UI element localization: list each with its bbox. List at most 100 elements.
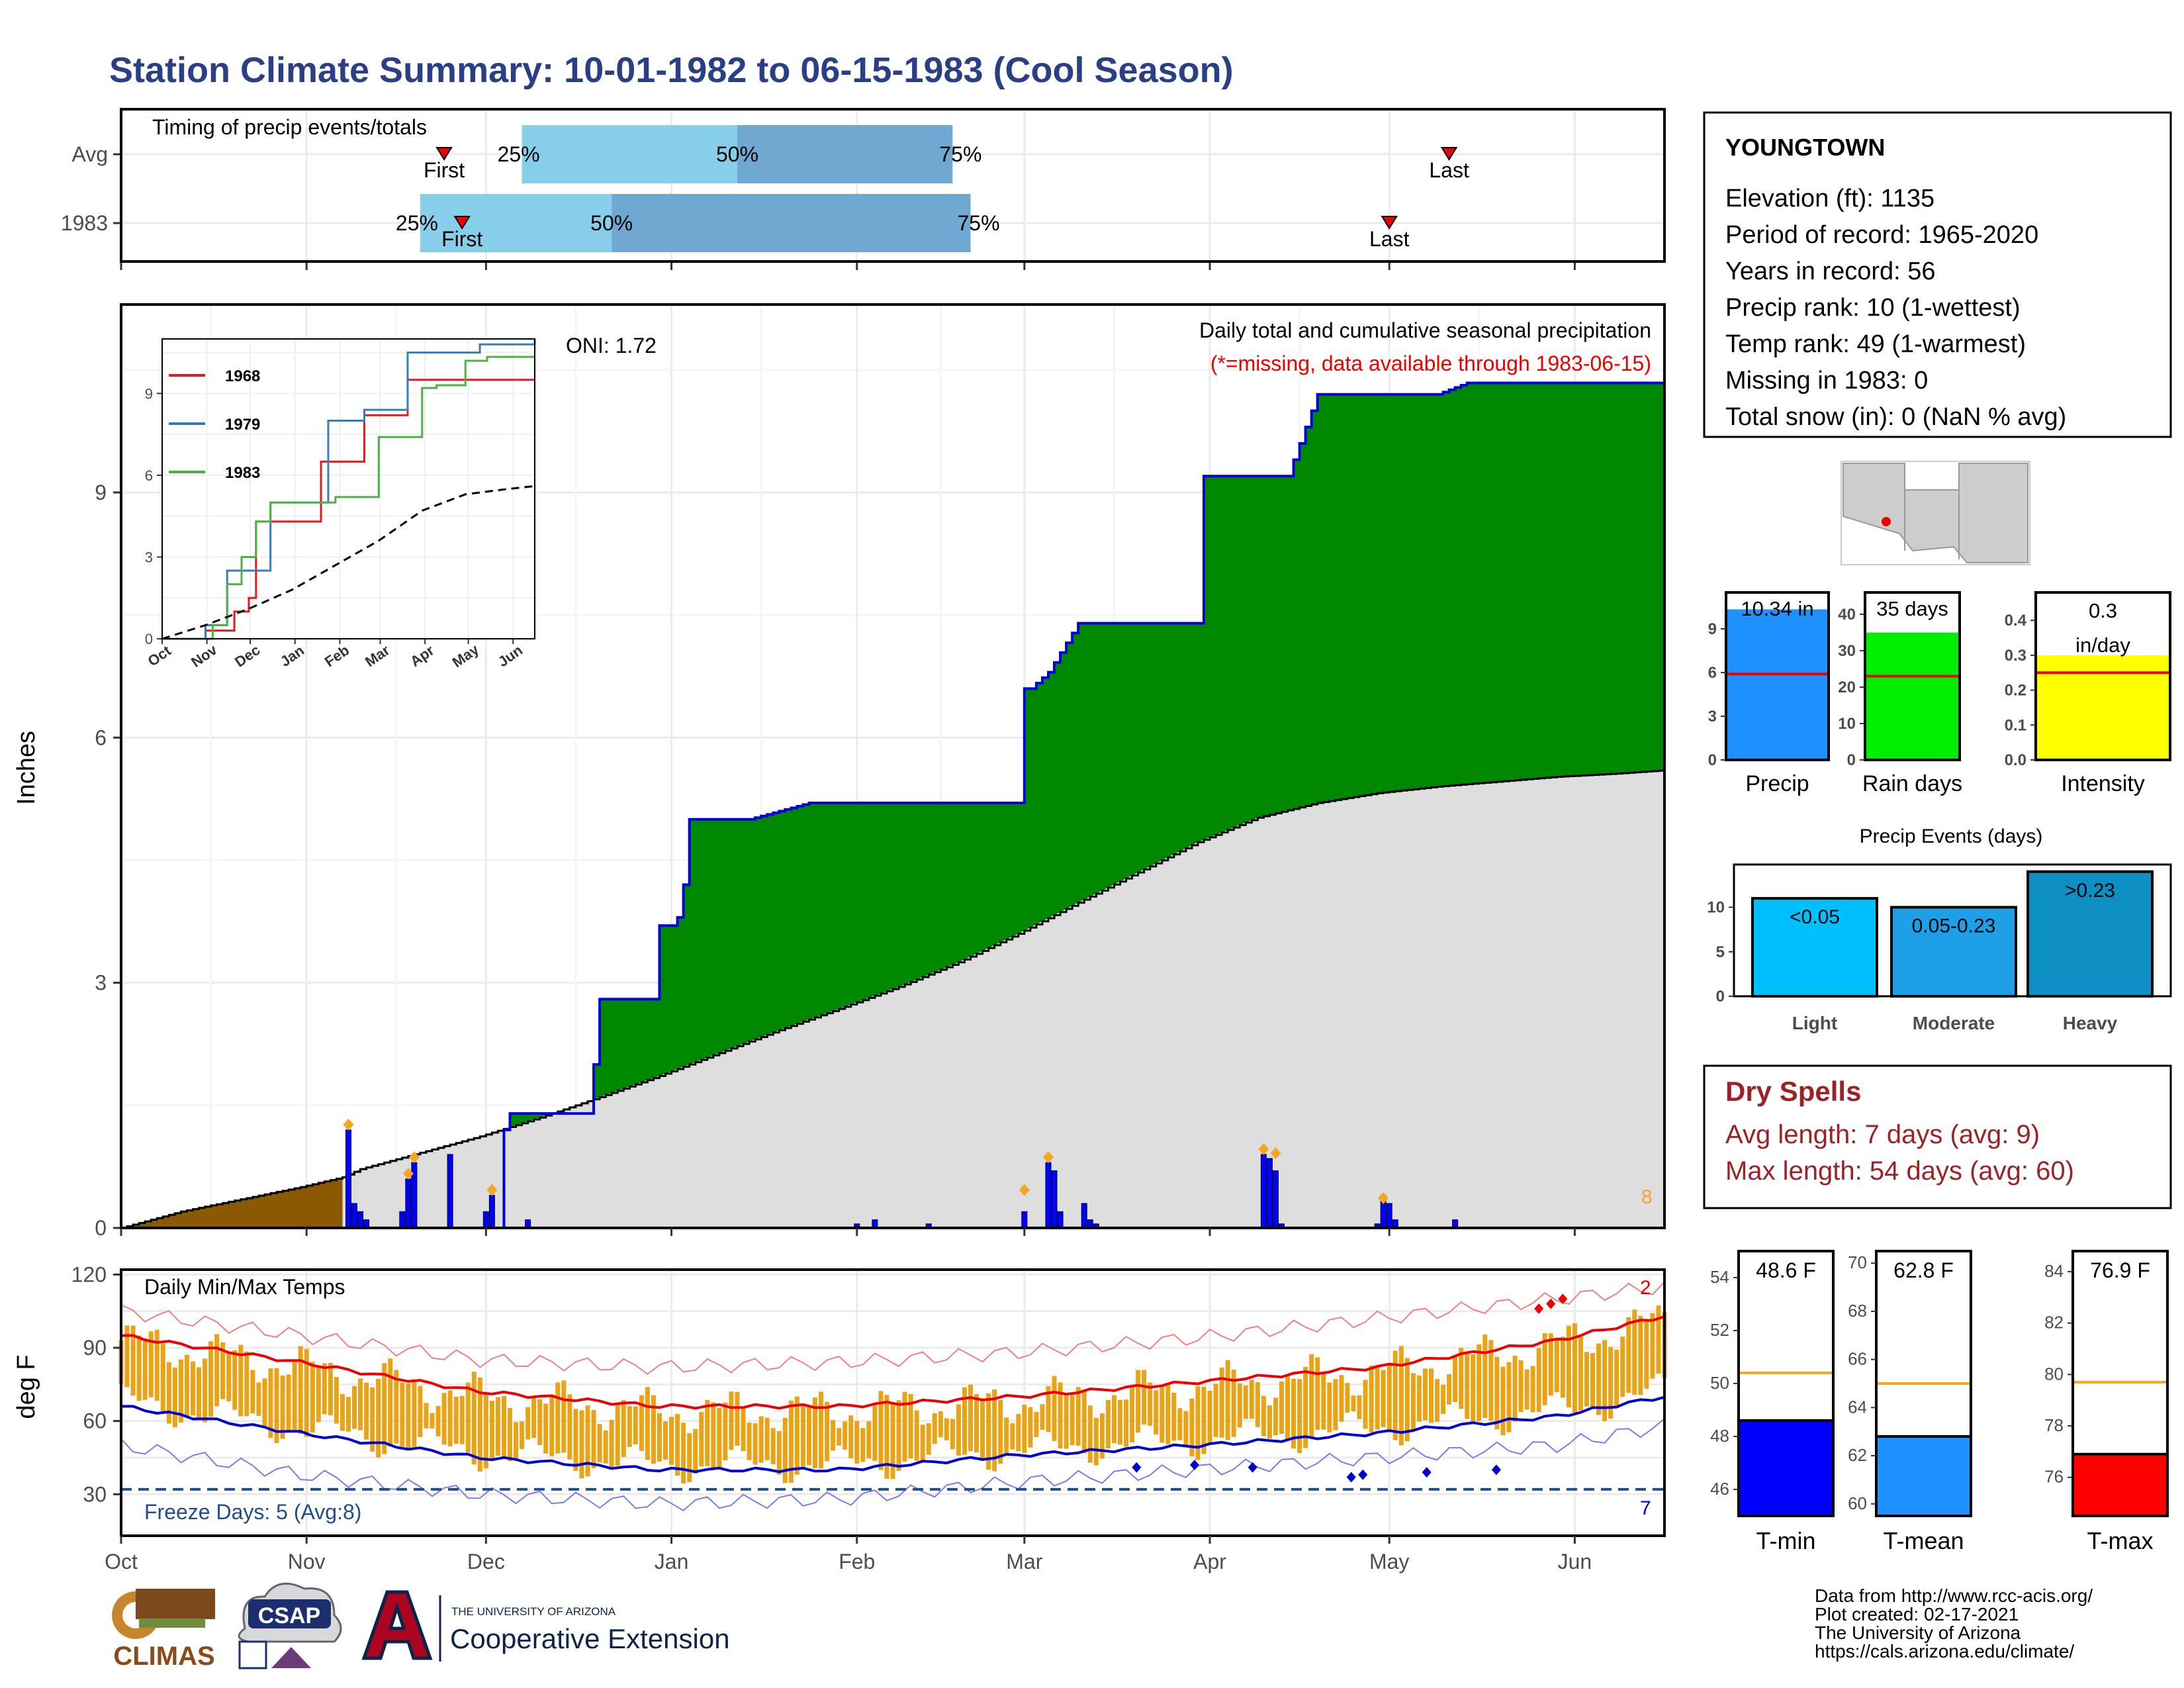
events-ytick-label: 10 (1707, 899, 1725, 917)
daily-temp-bar (238, 1344, 244, 1417)
daily-temp-bar (1453, 1355, 1458, 1403)
daily-temp-bar (687, 1433, 692, 1482)
summary-ytick-label: 0.0 (2005, 751, 2026, 769)
freeze-days-label: Freeze Days: 5 (Avg:8) (144, 1500, 361, 1524)
daily-temp-bar (591, 1410, 596, 1469)
month-label: Jun (1558, 1550, 1592, 1573)
timing-panel: Avg 25% 50% 75% First Last 1983 25% 50% 75% First L… (61, 108, 1666, 270)
daily-precip-marker (408, 1151, 420, 1164)
daily-temp-bar (345, 1397, 351, 1432)
timing-frame (120, 108, 1666, 263)
daily-temp-bar (1255, 1382, 1260, 1427)
daily-temp-bar (1069, 1393, 1075, 1446)
csap-logo: CSAP (238, 1582, 342, 1669)
temp-box-ytick-label: 50 (1710, 1373, 1729, 1393)
record-low-marker (1132, 1462, 1142, 1473)
daily-precip-bar (357, 1211, 364, 1229)
event-bar-label: >0.23 (2065, 880, 2115, 902)
temp-box-name: T-mean (1883, 1527, 1964, 1554)
daily-precip-bar (488, 1195, 495, 1229)
temp-box-ytick-label: 76 (2044, 1467, 2064, 1487)
inset-frame (161, 338, 535, 639)
timing-row-label: 1983 (61, 211, 108, 235)
event-bar-Moderate (1890, 906, 2017, 998)
temp-box-ytick-label: 54 (1710, 1267, 1729, 1287)
daily-precip-bar (1260, 1154, 1267, 1229)
summary-ytick-label: 0.4 (2005, 612, 2027, 630)
temp-count-top: 2 (1640, 1277, 1651, 1299)
daily-temp-bar (1315, 1357, 1320, 1430)
temp-ytick-label: 90 (83, 1336, 107, 1360)
daily-temp-bar (1034, 1411, 1039, 1437)
inset-bg (162, 339, 535, 639)
daily-temp-bar (1494, 1356, 1500, 1430)
temp-box-bar-T-max (2071, 1452, 2169, 1518)
daily-temp-bar (274, 1368, 279, 1443)
station-location-dot (1882, 517, 1891, 526)
timing-last-marker (1381, 216, 1398, 230)
daily-temp-bar (1022, 1405, 1027, 1453)
daily-precip-bar (1021, 1211, 1028, 1229)
temp-box-name: T-max (2087, 1527, 2153, 1554)
daily-temp-bar (1572, 1323, 1577, 1413)
credit-line-3: The University of Arizona (1815, 1622, 2021, 1643)
precip-surplus-area (121, 383, 1664, 1229)
timing-first-label: First (424, 158, 465, 182)
daily-temp-bar (741, 1407, 746, 1452)
station-info-line: Period of record: 1965-2020 (1725, 221, 2038, 249)
daily-temp-bar (1261, 1395, 1266, 1436)
daily-temp-bar (561, 1380, 567, 1453)
daily-temp-bar (585, 1405, 590, 1477)
inset-ytick-label: 9 (145, 385, 153, 402)
daily-temp-bar (1040, 1404, 1045, 1430)
daily-temp-bar (1183, 1411, 1189, 1447)
record-high-marker (1546, 1298, 1556, 1309)
daily-temp-bar (1392, 1350, 1398, 1440)
daily-temp-bar (705, 1399, 710, 1466)
daily-temp-bar (316, 1368, 321, 1423)
summary-bar-Precip (1727, 609, 1827, 760)
daily-temp-bar (1297, 1379, 1302, 1454)
month-label: Dec (467, 1550, 505, 1573)
daily-temp-bar (1477, 1344, 1482, 1421)
daily-temp-bar (854, 1421, 860, 1464)
daily-temp-bar (226, 1352, 232, 1401)
daily-precip-bar (1266, 1158, 1273, 1229)
daily-temp-bar (304, 1348, 309, 1437)
timing-bar-25-50 (420, 194, 612, 252)
daily-temp-bar (729, 1391, 734, 1450)
daily-temp-bar (1548, 1333, 1553, 1396)
daily-temp-bar (1518, 1360, 1524, 1413)
daily-temp-bar (184, 1354, 189, 1417)
average-max-line (120, 1315, 1665, 1410)
temp-ytick-label: 30 (83, 1482, 107, 1506)
daily-temp-bar (477, 1378, 482, 1472)
daily-temp-bar (543, 1403, 549, 1454)
temp-ytick-label: 60 (83, 1409, 107, 1433)
daily-temp-bar (645, 1387, 650, 1460)
summary-value-label: 35 days (1876, 597, 1948, 620)
daily-precip-marker (1043, 1151, 1054, 1164)
daily-temp-bar (1154, 1390, 1159, 1435)
temp-box-bar-T-mean (1875, 1435, 1972, 1517)
daily-temp-bar (1148, 1382, 1153, 1426)
timing-p75-label: 75% (939, 142, 981, 166)
daily-temp-bar (1530, 1366, 1535, 1413)
daily-temp-bar (758, 1416, 764, 1463)
daily-precip-bar (399, 1211, 406, 1229)
daily-temp-bar (322, 1363, 327, 1415)
daily-temp-bar (974, 1394, 979, 1453)
daily-temp-bar (1428, 1368, 1433, 1423)
record-min-line (120, 1418, 1665, 1512)
daily-temp-bar (388, 1358, 393, 1447)
station-info-line: Temp rank: 49 (1-warmest) (1725, 330, 2026, 358)
daily-precip-marker (1270, 1147, 1281, 1160)
daily-temp-bar (1375, 1365, 1380, 1430)
summary-value-label: in/day (2075, 633, 2130, 657)
timing-last-label: Last (1369, 227, 1410, 251)
daily-temp-bar (489, 1401, 494, 1461)
daily-temp-bar (148, 1331, 154, 1397)
daily-temp-bar (1225, 1360, 1230, 1440)
daily-temp-bar (508, 1408, 513, 1462)
